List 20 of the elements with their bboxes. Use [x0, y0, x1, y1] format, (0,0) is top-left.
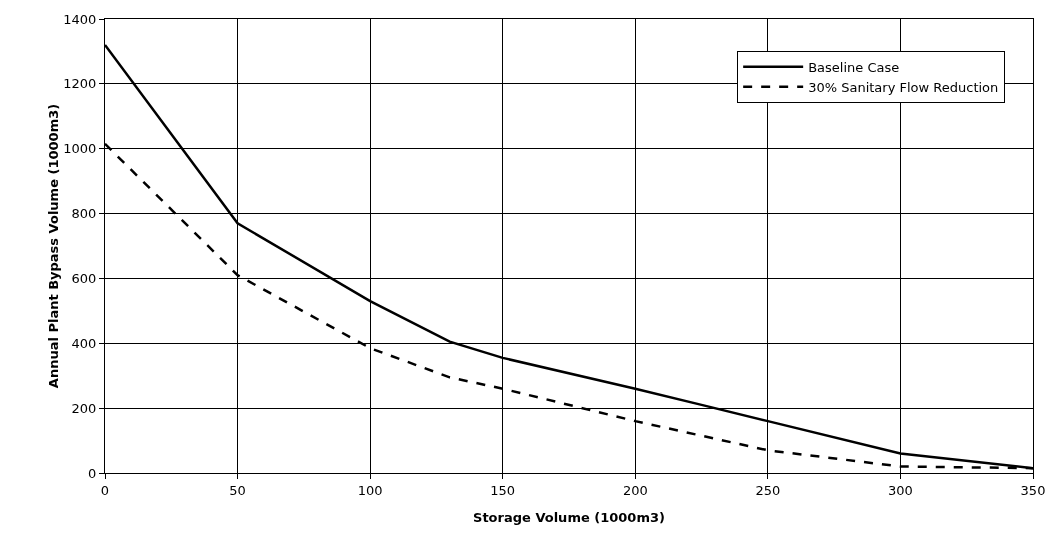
x-axis-title: Storage Volume (1000m3): [473, 510, 665, 525]
x-tick-label: 200: [622, 482, 648, 498]
x-tick-label: 0: [100, 482, 110, 498]
x-tick-label: 100: [357, 482, 383, 498]
y-tick-label: 600: [71, 270, 97, 286]
y-tick-label: 400: [71, 335, 97, 351]
legend-label: 30% Sanitary Flow Reduction: [808, 79, 999, 95]
y-tick-label: 1000: [63, 141, 97, 157]
y-tick-label: 1200: [63, 76, 97, 92]
x-tick-label: 350: [1020, 482, 1046, 498]
x-tick-label: 300: [888, 482, 913, 498]
y-tick-label: 0: [88, 465, 97, 481]
y-tick-label: 800: [71, 206, 97, 222]
y-tick-label: 200: [71, 400, 97, 416]
x-tick-label: 50: [229, 482, 246, 498]
y-tick-label: 1400: [63, 11, 97, 27]
legend-label: Baseline Case: [808, 59, 900, 75]
x-tick-label: 150: [490, 482, 516, 498]
x-tick-label: 250: [755, 482, 781, 498]
y-axis-title: Annual Plant Bypass Volume (1000m3): [46, 103, 62, 389]
